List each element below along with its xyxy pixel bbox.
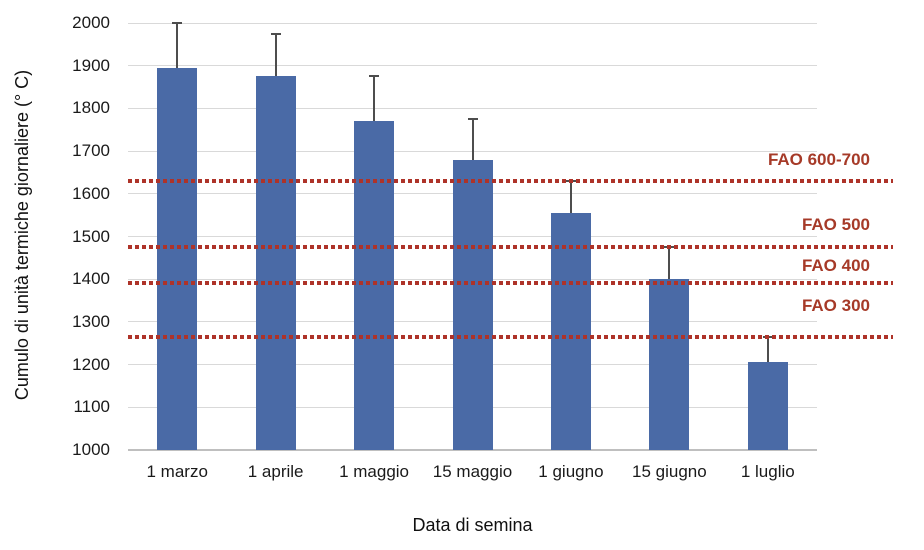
bar-1-aprile <box>255 76 296 450</box>
bar-15-maggio <box>452 159 493 450</box>
bar-15-giugno <box>649 279 690 450</box>
y-tick-label-1900: 1900 <box>72 55 110 75</box>
y-tick-label-1800: 1800 <box>72 98 110 118</box>
bar-1-maggio <box>354 121 395 450</box>
y-tick-label-1100: 1100 <box>73 397 110 417</box>
error-bar-line <box>569 180 572 213</box>
error-bar-line <box>668 247 671 280</box>
error-bar-line <box>766 336 769 363</box>
y-tick-label-1500: 1500 <box>72 226 110 246</box>
reference-line-FAO-300 <box>128 334 893 339</box>
y-tick-label-1400: 1400 <box>72 269 110 289</box>
error-bar-cap <box>369 75 380 78</box>
error-bar-line <box>373 76 376 122</box>
y-tick-label-1700: 1700 <box>72 141 110 161</box>
bar-1-giugno <box>550 213 591 450</box>
reference-label-FAO-500: FAO 500 <box>801 215 870 235</box>
x-tick-label: 15 giugno <box>632 462 707 481</box>
bar-1-luglio <box>747 362 788 450</box>
y-tick-label-2000: 2000 <box>72 13 110 32</box>
error-bar-cap <box>270 32 281 35</box>
bar-1-marzo <box>157 67 198 450</box>
reference-label-FAO-400: FAO 400 <box>801 256 870 276</box>
x-tick-label: 1 marzo <box>146 462 208 481</box>
gridline-1900 <box>128 65 817 67</box>
x-tick-label: 1 giugno <box>538 462 604 481</box>
x-tick-label: 15 maggio <box>432 462 513 481</box>
error-bar-cap <box>172 22 183 24</box>
gridline-1800 <box>128 107 817 109</box>
reference-line-FAO-400 <box>128 281 893 286</box>
y-tick-label-1300: 1300 <box>72 311 110 331</box>
y-tick-label-1000: 1000 <box>72 440 110 459</box>
x-tick-label: 1 luglio <box>740 462 795 481</box>
error-bar-line <box>471 119 474 160</box>
x-axis-line <box>128 449 817 451</box>
y-tick-label-1200: 1200 <box>72 354 110 374</box>
reference-label-FAO-600-700: FAO 600-700 <box>767 149 870 169</box>
error-bar-cap <box>467 118 478 121</box>
reference-line-FAO-600-700 <box>128 178 893 183</box>
x-tick-label: 1 aprile <box>247 462 304 481</box>
error-bar-line <box>176 23 179 68</box>
reference-line-FAO-500 <box>128 245 893 250</box>
error-bar-line <box>274 33 277 77</box>
gridline-2000 <box>128 22 817 24</box>
x-tick-label: 1 maggio <box>339 462 410 481</box>
y-tick-label-1600: 1600 <box>72 183 110 203</box>
reference-label-FAO-300: FAO 300 <box>801 295 870 315</box>
x-axis-title: Data di semina <box>412 515 533 535</box>
